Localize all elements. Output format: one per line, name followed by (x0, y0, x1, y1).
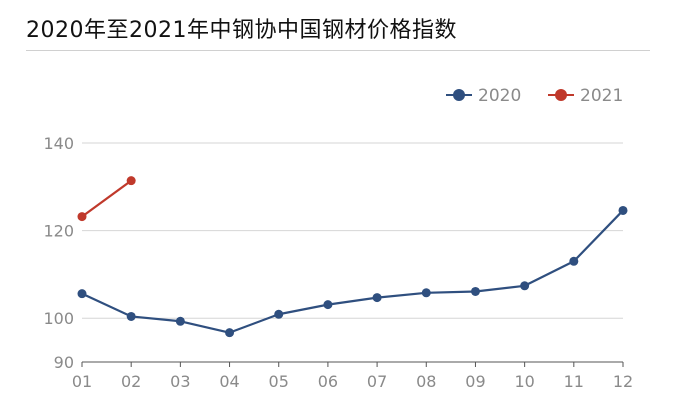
x-tick-label-08: 08 (416, 372, 436, 391)
x-tick-label-03: 03 (170, 372, 190, 391)
series-point-2020-08 (421, 288, 431, 298)
series-point-2021-02 (126, 176, 136, 186)
title-divider (26, 50, 650, 51)
legend-label-2020: 2020 (478, 86, 521, 106)
x-tick-label-09: 09 (465, 372, 485, 391)
y-axis-tick-labels: 90 100 120 140 (43, 134, 74, 372)
series-point-2020-12 (618, 205, 628, 215)
x-tick-label-11: 11 (564, 372, 584, 391)
y-tick-label-140: 140 (43, 134, 74, 153)
series-point-2020-04 (225, 328, 235, 338)
x-tick-label-01: 01 (72, 372, 92, 391)
y-tick-label-90: 90 (54, 353, 74, 372)
x-tick-label-12: 12 (613, 372, 633, 391)
series-line-2020 (81, 209, 624, 334)
y-tick-label-120: 120 (43, 222, 74, 241)
grid-lines (82, 142, 623, 319)
x-tick-label-05: 05 (269, 372, 289, 391)
series-point-2021-01 (77, 212, 87, 222)
legend-marker-2020 (453, 89, 465, 101)
y-tick-label-100: 100 (43, 309, 74, 328)
series-point-2020-11 (569, 256, 579, 266)
x-tick-label-02: 02 (121, 372, 141, 391)
series-point-2020-10 (520, 281, 530, 291)
series-point-2020-09 (470, 286, 480, 296)
series-point-2020-06 (323, 300, 333, 310)
x-tick-label-10: 10 (514, 372, 534, 391)
series-point-2020-03 (175, 316, 185, 326)
series-point-2020-01 (77, 289, 87, 299)
x-tick-label-04: 04 (219, 372, 239, 391)
x-tick-label-06: 06 (318, 372, 338, 391)
legend-label-2021: 2021 (580, 86, 623, 106)
series-point-2020-02 (126, 311, 136, 321)
chart-title: 2020年至2021年中钢协中国钢材价格指数 (26, 18, 457, 43)
series-line-2021 (81, 179, 132, 218)
series-point-2020-05 (274, 309, 284, 319)
legend: 2020 2021 (446, 86, 623, 106)
series-layer (77, 176, 628, 338)
legend-marker-2021 (555, 89, 567, 101)
series-point-2020-07 (372, 293, 382, 303)
x-axis: 01 02 03 04 05 06 07 08 09 10 11 12 (72, 361, 633, 391)
x-tick-label-07: 07 (367, 372, 387, 391)
